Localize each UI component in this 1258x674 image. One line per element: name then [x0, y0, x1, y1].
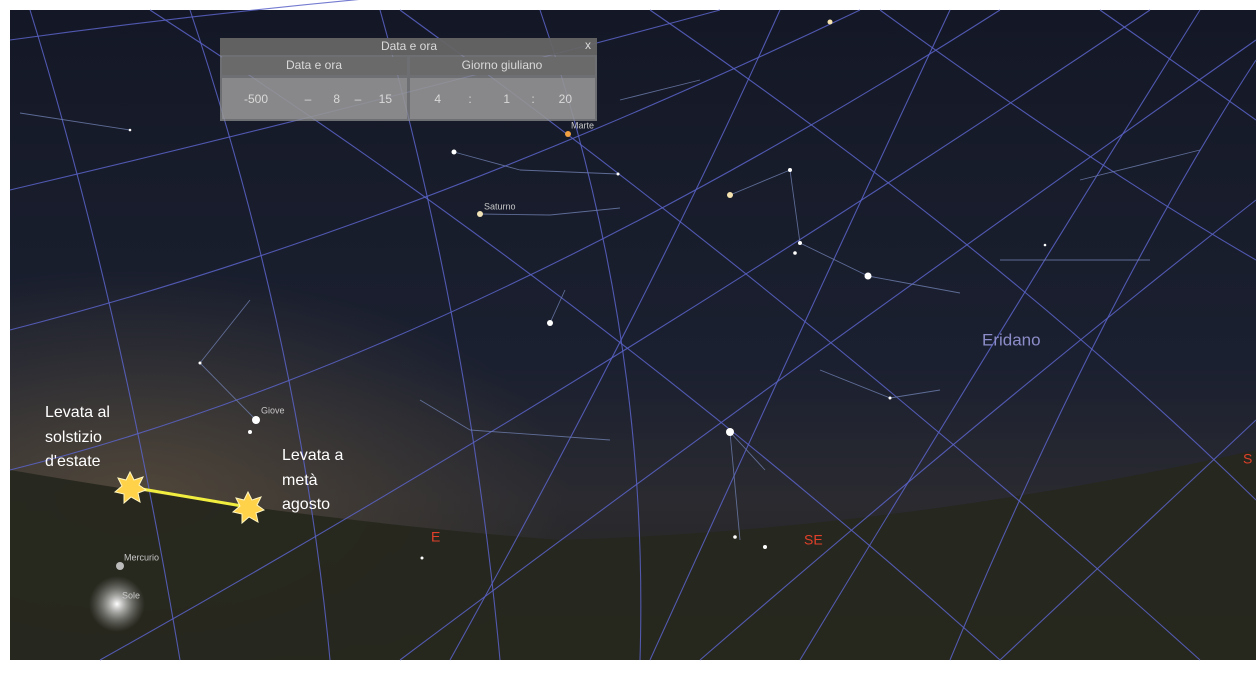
spin-field[interactable]: 1: [503, 92, 510, 106]
spin-field[interactable]: 8: [333, 92, 340, 106]
tab-label: Giorno giuliano: [462, 58, 543, 72]
planet-label: Sole: [122, 590, 140, 600]
constellation-label: Eridano: [982, 330, 1041, 349]
spin-field[interactable]: 4: [434, 92, 441, 106]
separator: :: [468, 92, 471, 106]
cardinal-label: S: [1243, 451, 1252, 467]
screenshot: Marte Saturno Giove Mercurio Sole Eridan…: [0, 0, 1258, 674]
cardinal-label: SE: [804, 532, 823, 548]
tab-label: Data e ora: [286, 58, 342, 72]
cardinal-label: E: [431, 529, 440, 545]
spin-field[interactable]: 20: [559, 92, 573, 106]
separator: :: [531, 92, 534, 106]
annotation-line: Levata a: [282, 447, 343, 464]
sun: [89, 576, 145, 632]
planet-label: Giove: [261, 405, 285, 415]
annotation-line: Levata al: [45, 404, 110, 421]
separator: –: [355, 92, 362, 106]
annotation-line: metà: [282, 472, 318, 489]
annotation-line: solstizio: [45, 429, 102, 446]
saturn: [477, 211, 483, 217]
close-button[interactable]: x: [585, 38, 591, 52]
page: {"dialog":{"title":"Data e ora","close":…: [0, 0, 1258, 674]
annotation-line: d'estate: [45, 453, 101, 470]
spin-field[interactable]: -500: [244, 92, 268, 106]
date-time-dialog: Data e ora x Data e ora Giorno giuliano …: [220, 38, 597, 121]
planet-label: Mercurio: [124, 552, 159, 562]
annotation: Levata al solstizio d'estate: [45, 404, 110, 470]
planet-label: Saturno: [484, 201, 516, 211]
jupiter: [252, 416, 260, 424]
planet-label: Marte: [571, 120, 594, 130]
mercury: [116, 562, 124, 570]
annotation-line: agosto: [282, 496, 330, 513]
separator: –: [305, 92, 312, 106]
spin-field[interactable]: 15: [379, 92, 393, 106]
mars: [565, 131, 571, 137]
dialog-title: Data e ora: [381, 39, 437, 53]
